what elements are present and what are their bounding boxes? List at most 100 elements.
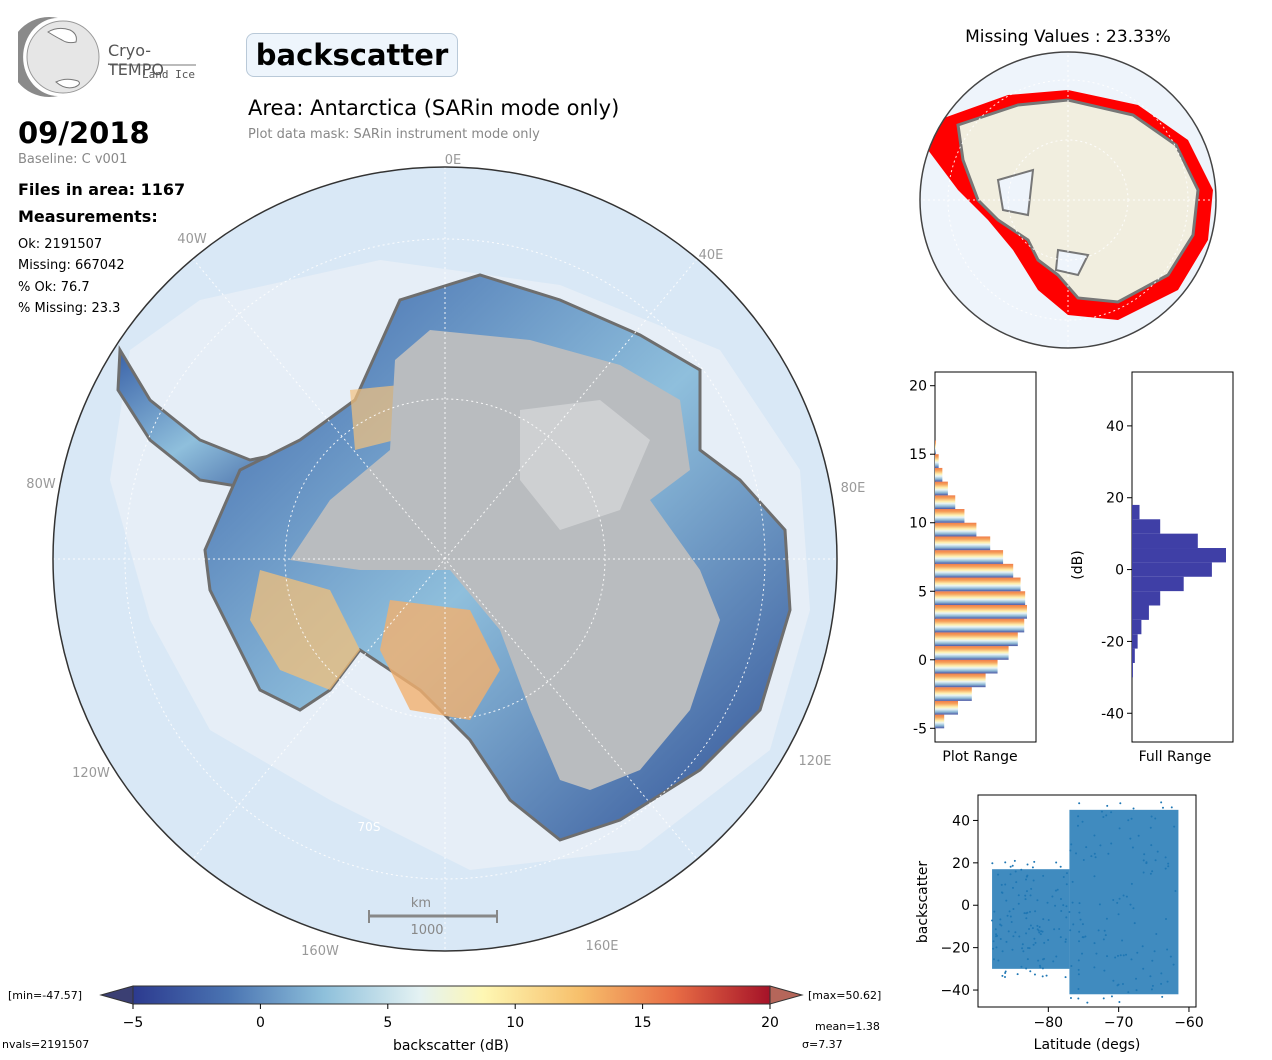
- plot-range-ytick-label: 10: [909, 516, 927, 532]
- plot-range-bar: [935, 687, 972, 701]
- label-70s: 70S: [358, 820, 381, 834]
- scatter-point: [1135, 989, 1138, 992]
- plot-range-bar: [935, 700, 958, 715]
- mask-note: Plot data mask: SARin instrument mode on…: [248, 127, 540, 142]
- scatter-point: [1025, 912, 1028, 915]
- scatter-point: [1164, 918, 1167, 921]
- scatter-point: [1105, 814, 1108, 817]
- scatter-point: [1051, 895, 1054, 898]
- scatter-point: [1112, 899, 1115, 902]
- missing-map: [919, 51, 1217, 349]
- scatter-point: [995, 946, 998, 949]
- measurements-heading: Measurements:: [18, 207, 158, 226]
- scatter-point: [1142, 859, 1145, 862]
- scatter-xtick-label: −80: [1034, 1015, 1064, 1031]
- scatter-point: [1077, 959, 1080, 962]
- scatter-point: [1024, 898, 1027, 901]
- scatter-point: [1121, 939, 1124, 942]
- scatter-point: [1054, 904, 1057, 907]
- scatter-point: [1130, 817, 1133, 820]
- scatter-point: [1020, 965, 1023, 968]
- scatter-ytick-label: 40: [952, 813, 970, 829]
- scatter-point: [1174, 889, 1177, 892]
- scatter-point: [1024, 894, 1027, 897]
- scatter-point: [1014, 870, 1017, 873]
- scatter-point: [1008, 910, 1011, 913]
- scatter-point: [1154, 859, 1157, 862]
- scatter-point: [1150, 844, 1153, 847]
- full-range-ytick-label: 20: [1106, 491, 1124, 507]
- scatter-point: [1064, 976, 1067, 979]
- stat-pct-ok: % Ok: 76.7: [18, 280, 90, 295]
- scatter-point: [1034, 941, 1037, 944]
- full-range-bar: [1132, 504, 1140, 520]
- scatter-point: [1141, 945, 1144, 948]
- scatter-point: [1065, 872, 1068, 875]
- scatter-point: [1013, 859, 1016, 862]
- scatter-point: [1036, 899, 1039, 902]
- scatter-point: [995, 935, 998, 938]
- scatter-point: [1116, 901, 1119, 904]
- scatter-point: [1078, 802, 1081, 805]
- colorbar-tick-label: 20: [761, 1015, 779, 1031]
- stat-pct-missing: % Missing: 23.3: [18, 301, 121, 316]
- scatter-point: [1103, 969, 1106, 972]
- scatter-point: [1081, 923, 1084, 926]
- scatter-point: [999, 923, 1002, 926]
- scatter-point: [1062, 904, 1065, 907]
- scatter-point: [1142, 967, 1145, 970]
- graticule: [53, 167, 837, 951]
- scatter-point: [1022, 950, 1025, 953]
- scatter-point: [1069, 849, 1072, 852]
- scatter-point: [1059, 936, 1062, 939]
- map-frame: [52, 166, 838, 952]
- plot-range-bar: [935, 577, 1021, 592]
- scatter-point: [1160, 982, 1163, 985]
- plot-range-bar: [935, 563, 1014, 578]
- colorbar-min-label: [min=-47.57]: [8, 989, 82, 1002]
- scatter-point: [1017, 894, 1020, 897]
- label-40e: 40E: [699, 248, 724, 263]
- scatter-point: [1149, 872, 1152, 875]
- colorbar-tick-label: 15: [634, 1015, 652, 1031]
- scatter-point: [1106, 955, 1109, 958]
- scatter-point: [1077, 815, 1080, 818]
- scatter-point: [1135, 977, 1138, 980]
- full-range-bar: [1132, 519, 1161, 534]
- colorbar-tick-label: −5: [123, 1015, 144, 1031]
- full-range-bar: [1132, 619, 1142, 635]
- scatter-point: [997, 873, 1000, 876]
- full-range-bar: [1132, 648, 1135, 663]
- full-range-bar: [1132, 562, 1212, 577]
- logo-mark-icon: [9, 17, 196, 98]
- scatter-point: [1012, 908, 1015, 911]
- scatter-point: [1082, 858, 1085, 861]
- scatter-point: [1133, 922, 1136, 925]
- scatter-ytick-label: 0: [961, 898, 970, 914]
- plot-range-bar: [935, 495, 956, 510]
- scatter-point: [1029, 910, 1032, 913]
- full-range-ylabel: (dB): [1070, 550, 1086, 579]
- scatter-point: [991, 919, 994, 922]
- scatter-point: [1170, 806, 1173, 809]
- baseline-label: Baseline: C v001: [18, 152, 128, 167]
- scatter-point: [1029, 970, 1032, 973]
- scatter-point: [1006, 914, 1009, 917]
- scatter-point: [1055, 955, 1058, 958]
- full-range-bar: [1132, 662, 1133, 678]
- scatter-xtick-label: −60: [1174, 1015, 1204, 1031]
- ice-shelf-ronne: [250, 570, 360, 690]
- scatter-point: [1011, 886, 1014, 889]
- scatter-point: [1025, 890, 1028, 893]
- nvals-label: nvals=2191507: [2, 1038, 89, 1051]
- plot-range-bar: [935, 467, 943, 482]
- scatter-point: [1151, 959, 1154, 962]
- scatter-point: [1025, 967, 1028, 970]
- scatter-point: [1026, 863, 1029, 866]
- scatter-point: [1119, 802, 1122, 805]
- scatter-point: [1047, 918, 1050, 921]
- scatter-point: [1005, 940, 1008, 943]
- scatter-point: [1033, 937, 1036, 940]
- scatter-point: [1037, 959, 1040, 962]
- plot-range-bar: [935, 714, 945, 729]
